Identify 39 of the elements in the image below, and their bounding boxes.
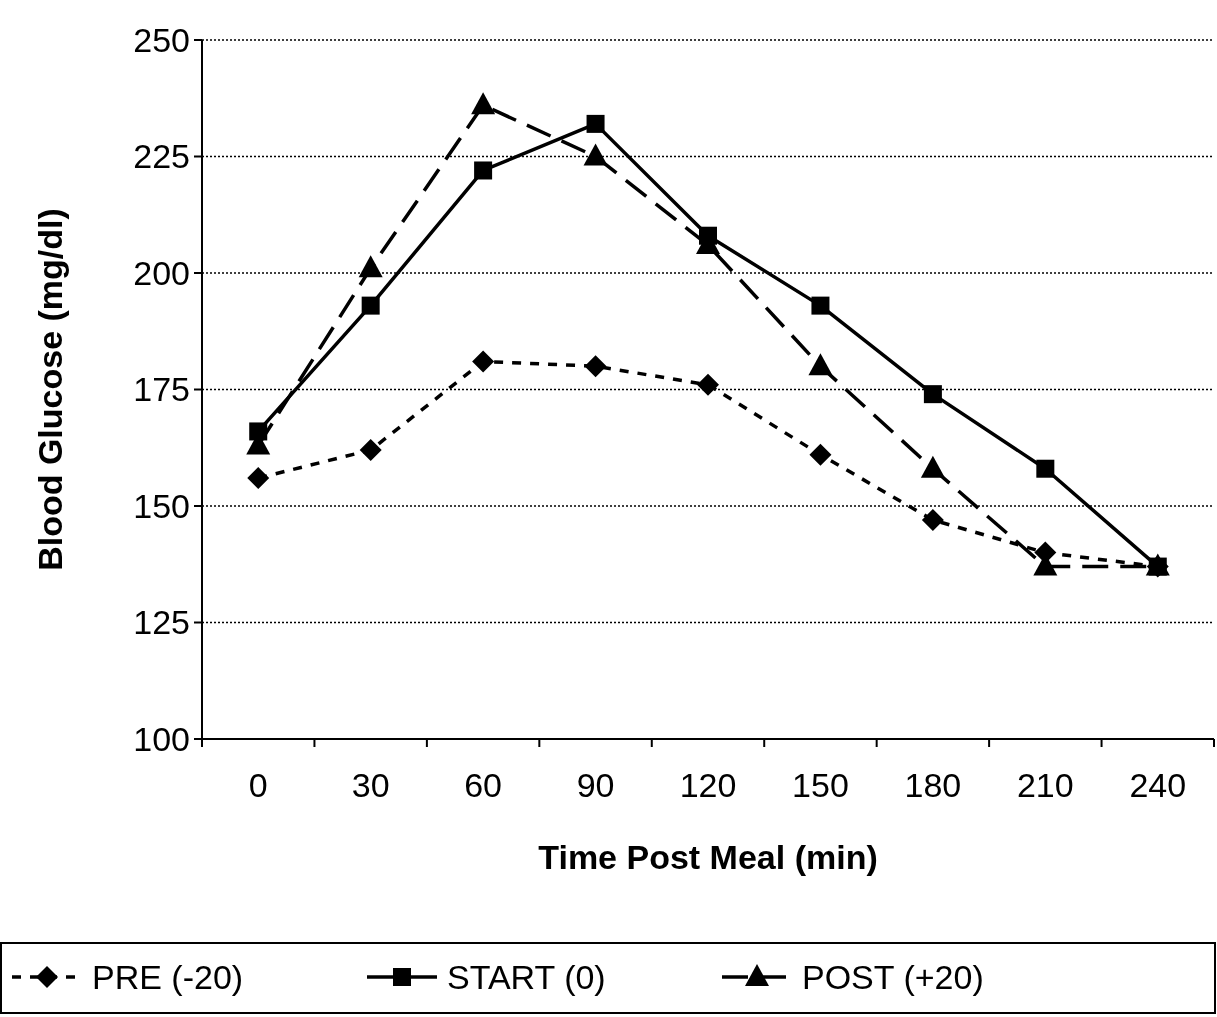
point: [358, 255, 383, 278]
y-tick-label: 200: [133, 253, 190, 292]
point: [474, 161, 493, 180]
y-tick-label: 175: [133, 370, 190, 409]
x-tick-label: 90: [576, 766, 615, 804]
x-tick-label: 210: [1016, 766, 1074, 804]
y-tick-label: 100: [133, 719, 190, 758]
point: [808, 353, 833, 376]
x-tick-label: 0: [248, 766, 268, 804]
point: [811, 296, 830, 315]
point: [920, 455, 945, 478]
point: [586, 114, 605, 133]
point: [583, 143, 608, 166]
y-tick-label: 150: [133, 486, 190, 525]
point: [247, 467, 270, 490]
point: [359, 439, 382, 462]
point: [1036, 459, 1055, 478]
point: [921, 508, 944, 531]
point: [809, 443, 832, 466]
x-tick-label: 30: [351, 766, 390, 804]
y-axis-title: Blood Glucose (mg/dl): [31, 208, 69, 571]
point: [584, 355, 607, 378]
point: [472, 350, 495, 373]
y-tick-label: 250: [133, 20, 190, 59]
x-tick-label: 150: [792, 766, 849, 804]
x-tick-label: 180: [904, 766, 962, 804]
legend-label: START (0): [447, 957, 606, 996]
y-tick-label: 225: [133, 137, 190, 176]
point: [697, 373, 719, 396]
point: [361, 296, 380, 315]
legend-label: POST (+20): [802, 957, 984, 996]
x-tick-label: 240: [1129, 766, 1187, 804]
y-tick-label: 125: [133, 603, 190, 642]
point: [471, 92, 496, 115]
x-tick-label: 120: [679, 766, 737, 804]
point: [923, 385, 942, 404]
x-tick-label: 60: [464, 766, 503, 804]
legend-label: PRE (-20): [92, 957, 244, 996]
x-axis-title: Time Post Meal (min): [538, 838, 878, 876]
